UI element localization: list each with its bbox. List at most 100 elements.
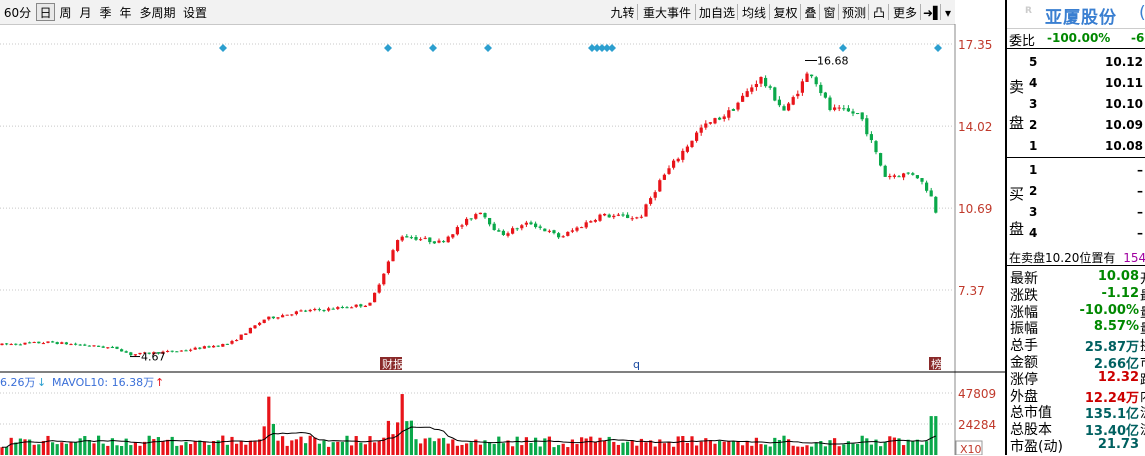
volume-bar (69, 442, 73, 455)
candle-body (414, 237, 418, 240)
kline-chart[interactable]: 17.35 14.02 10.69 7.37 16.68 4.67 财报 q 榜 6.26万 ↓ MA… (0, 24, 1005, 455)
weicha-fragment: -6 (1131, 31, 1145, 45)
candle-body (308, 309, 312, 312)
stat-value: 21.73 (1097, 437, 1139, 452)
sell-level-row[interactable]: 1 10.08 (1007, 136, 1145, 157)
candle-body (216, 345, 220, 347)
event-diamond-icon (429, 44, 437, 52)
volume-bar (768, 446, 772, 455)
stat-value: -10.00% (1079, 302, 1139, 318)
sell-level-row[interactable]: 2 10.09 (1007, 115, 1145, 136)
toolbar-button-11[interactable]: ▾ (944, 6, 952, 20)
candle-body (258, 322, 262, 325)
stock-title: R 亚厦股份 ( (1007, 0, 1145, 29)
volume-bar (299, 436, 303, 455)
volume-bar (437, 438, 441, 455)
toolbar-button-8[interactable]: 凸 (872, 6, 885, 20)
stat-neighbor-label: 市 (1140, 352, 1145, 371)
buy-level-row[interactable]: 3– (1007, 202, 1145, 223)
candle-body (879, 153, 883, 166)
volume-bar (225, 444, 229, 455)
volume-bar (626, 441, 630, 455)
candle-body (920, 178, 924, 182)
volume-bar (14, 442, 18, 455)
candle-body (207, 346, 211, 348)
candle-body (635, 217, 639, 219)
sell-level-row[interactable]: 3 10.10 (1007, 94, 1145, 115)
stat-value: 10.08 (1097, 269, 1139, 284)
volume-bar (883, 442, 887, 455)
buy-level-row[interactable]: 4– (1007, 223, 1145, 244)
candle-body (626, 214, 630, 219)
buy-level-row[interactable]: 1– (1007, 160, 1145, 181)
volume-unit-box (955, 440, 983, 455)
volume-bar (304, 443, 308, 455)
candle-body (685, 146, 689, 152)
period-tab-6[interactable]: 多周期 (139, 6, 176, 20)
volume-bar (685, 442, 689, 455)
candle-body (911, 173, 915, 175)
candle-body (41, 343, 45, 345)
period-tab-1[interactable]: 日 (36, 3, 55, 21)
toolbar-button-9[interactable]: 更多 (892, 6, 917, 20)
volume-bar (759, 444, 763, 455)
toolbar-button-10[interactable]: ➜▌ (923, 6, 943, 20)
toolbar-button-3[interactable]: 均线 (741, 6, 766, 20)
candle-body (520, 225, 524, 229)
toolbar-button-1[interactable]: 重大事件 (642, 6, 691, 20)
volume-bar (690, 436, 694, 455)
volume-bar (350, 445, 354, 455)
candle-body (9, 344, 13, 346)
toolbar-button-0[interactable]: 九转 (610, 6, 635, 20)
candle-body (736, 102, 740, 110)
volume-bar (446, 443, 450, 455)
buy-level-price: – (1137, 163, 1143, 177)
period-tab-7[interactable]: 设置 (182, 6, 207, 20)
candle-body (547, 230, 551, 232)
candle-body (170, 350, 174, 352)
volume-bar (497, 436, 501, 455)
candle-body (672, 160, 676, 168)
period-tab-3[interactable]: 月 (79, 6, 92, 20)
candle-body (299, 310, 303, 312)
volume-bar (294, 439, 298, 455)
toolbar-button-5[interactable]: 叠 (804, 6, 817, 20)
period-tab-2[interactable]: 周 (59, 6, 72, 20)
volume-bar (451, 439, 455, 455)
period-tab-5[interactable]: 年 (119, 6, 132, 20)
stat-value: 135.1亿 (1084, 407, 1139, 423)
volume-bar (833, 438, 837, 455)
sell-level-row[interactable]: 5 10.12 (1007, 52, 1145, 73)
order-notice: 在卖盘10.20位置有 154手 (1009, 249, 1145, 266)
candle-body (492, 223, 496, 231)
candle-body (423, 237, 427, 239)
volume-bar (267, 396, 271, 455)
candle-body (110, 346, 114, 348)
candle-body (649, 198, 653, 204)
candle-body (235, 340, 239, 342)
volume-bar (41, 440, 45, 455)
volume-bar (713, 443, 717, 455)
sell-level-row[interactable]: 4 10.11 (1007, 73, 1145, 94)
toolbar-button-6[interactable]: 窗 (823, 6, 836, 20)
min-price-label: 4.67 (141, 351, 166, 364)
toolbar-button-2[interactable]: 加自选 (698, 6, 735, 20)
candle-body (281, 315, 285, 318)
toolbar-separator (838, 4, 839, 20)
volume-bar (561, 443, 565, 455)
buy-level-number: 4 (1029, 226, 1038, 240)
period-tab-0[interactable]: 60分 (3, 6, 32, 20)
toolbar-button-7[interactable]: 预测 (841, 6, 866, 20)
candle-body (331, 308, 335, 310)
candle-body (598, 214, 602, 221)
volume-bar (929, 416, 933, 455)
period-tab-4[interactable]: 季 (99, 6, 112, 20)
buy-level-row[interactable]: 2– (1007, 181, 1145, 202)
volume-bar (846, 441, 850, 455)
volume-bar (791, 445, 795, 455)
volume-bar (465, 443, 469, 455)
volume-bar (860, 435, 864, 455)
toolbar-button-4[interactable]: 复权 (773, 6, 798, 20)
candle-body (814, 77, 818, 85)
stat-row: 外盘 12.24万内 (1007, 386, 1145, 406)
